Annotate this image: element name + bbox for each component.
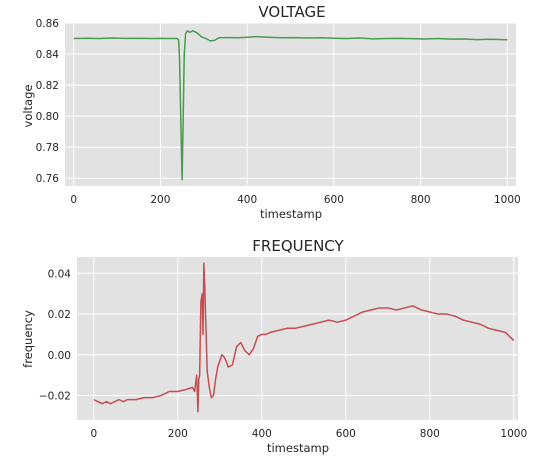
x-tick-label: 600 bbox=[336, 428, 356, 440]
y-tick-label: 0.86 bbox=[36, 18, 60, 30]
frequency-y-ticks: −0.02 0.00 0.02 0.04 bbox=[39, 268, 71, 402]
frequency-x-axis-label: timestamp bbox=[267, 441, 329, 455]
voltage-series-line bbox=[73, 30, 508, 181]
x-tick-label: 400 bbox=[252, 428, 272, 440]
frequency-plot-area bbox=[77, 257, 518, 420]
y-tick-label: 0.04 bbox=[48, 268, 72, 280]
x-tick-label: 800 bbox=[420, 428, 440, 440]
frequency-subplot: FREQUENCY 0 200 400 600 800 1000 −0.02 0.00 0.0… bbox=[21, 237, 527, 455]
y-tick-label: 0.82 bbox=[36, 80, 59, 92]
voltage-y-axis-label: voltage bbox=[21, 85, 35, 128]
x-tick-label: 200 bbox=[168, 428, 188, 440]
frequency-y-axis-label: frequency bbox=[21, 310, 35, 368]
voltage-plot-area bbox=[65, 23, 516, 186]
frequency-x-ticks: 0 200 400 600 800 1000 bbox=[90, 428, 527, 440]
frequency-series-line bbox=[93, 262, 515, 413]
frequency-title: FREQUENCY bbox=[252, 237, 344, 255]
y-tick-label: 0.76 bbox=[36, 173, 60, 185]
y-tick-label: 0.02 bbox=[48, 309, 71, 321]
x-tick-label: 800 bbox=[411, 194, 431, 206]
voltage-x-axis-label: timestamp bbox=[260, 207, 322, 221]
voltage-grid bbox=[65, 22, 516, 186]
voltage-x-ticks: 0 200 400 600 800 1000 bbox=[70, 194, 520, 206]
x-tick-label: 1000 bbox=[500, 428, 527, 440]
x-tick-label: 600 bbox=[324, 194, 344, 206]
voltage-y-ticks: 0.76 0.78 0.80 0.82 0.84 0.86 bbox=[36, 18, 60, 185]
voltage-title: VOLTAGE bbox=[258, 3, 325, 21]
y-tick-label: 0.80 bbox=[36, 111, 59, 123]
y-tick-label: 0.00 bbox=[48, 350, 71, 362]
x-tick-label: 0 bbox=[90, 428, 97, 440]
voltage-subplot: VOLTAGE 0 200 400 600 800 1000 0.760.780.800.… bbox=[21, 3, 521, 221]
x-tick-label: 200 bbox=[150, 194, 170, 206]
x-tick-label: 0 bbox=[70, 194, 77, 206]
y-tick-label: 0.84 bbox=[36, 49, 60, 61]
y-tick-label: −0.02 bbox=[39, 391, 71, 403]
x-tick-label: 400 bbox=[237, 194, 257, 206]
y-tick-label: 0.78 bbox=[36, 142, 59, 154]
x-tick-label: 1000 bbox=[494, 194, 521, 206]
